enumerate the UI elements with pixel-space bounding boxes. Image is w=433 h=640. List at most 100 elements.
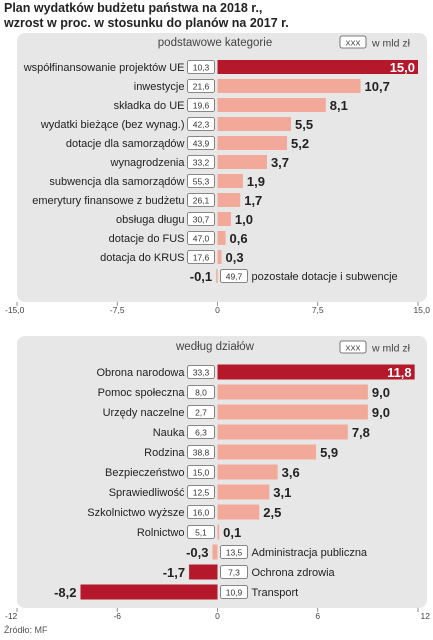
category-label: Nauka <box>153 427 186 439</box>
bar <box>217 155 267 169</box>
amount-box <box>187 136 215 150</box>
bar <box>217 193 241 207</box>
amount-label: 12,5 <box>193 488 210 498</box>
amount-box <box>187 98 215 112</box>
amount-box <box>187 425 215 439</box>
amount-box <box>187 365 215 379</box>
data-label: 8,1 <box>330 98 348 113</box>
category-label: Administracja publiczna <box>252 547 368 559</box>
bar <box>217 212 231 226</box>
category-label: obsługa długu <box>116 214 185 226</box>
bar <box>217 404 368 420</box>
data-label: 1,9 <box>247 174 265 189</box>
bar <box>217 174 243 188</box>
legend-key-box <box>339 35 367 49</box>
bar <box>216 269 218 283</box>
axis-tick-label: -12 <box>5 611 18 621</box>
data-label: -1,7 <box>163 565 185 580</box>
category-label: Rodzina <box>144 447 185 459</box>
amount-box <box>187 385 215 399</box>
data-label: 7,8 <box>352 425 370 440</box>
amount-box <box>220 545 248 559</box>
amount-label: 55,3 <box>193 177 210 187</box>
data-label: -0,1 <box>190 269 212 284</box>
amount-label: 16,0 <box>193 508 210 518</box>
bar <box>217 60 418 74</box>
amount-box <box>187 79 215 93</box>
amount-box <box>187 155 215 169</box>
amount-label: 15,0 <box>193 468 210 478</box>
legend-key-text: XXX <box>345 39 360 48</box>
category-label: wynagrodzenia <box>110 157 186 169</box>
amount-label: 42,3 <box>193 120 210 130</box>
data-label: 11,8 <box>387 365 412 380</box>
amount-box <box>187 405 215 419</box>
data-label: 15,0 <box>390 60 415 75</box>
data-label: 5,5 <box>295 117 313 132</box>
data-label: 5,9 <box>320 445 338 460</box>
category-label: Transport <box>252 587 299 599</box>
axis-tick-label: -15,0 <box>5 305 25 315</box>
category-label: Ochrona zdrowia <box>252 567 336 579</box>
axis-tick-label: 15,0 <box>413 305 430 315</box>
amount-label: 5,1 <box>195 528 207 538</box>
category-label: dotacja do KRUS <box>100 252 184 264</box>
amount-box <box>187 117 215 131</box>
axis-tick-label: -7,5 <box>110 305 125 315</box>
axis-tick-label: 0 <box>215 611 220 621</box>
amount-box <box>220 565 248 579</box>
bar <box>217 484 270 500</box>
category-label: współfinansowanie projektów UE <box>23 62 185 74</box>
data-label: 3,6 <box>282 465 300 480</box>
amount-label: 21,6 <box>193 82 210 92</box>
amount-box <box>187 231 215 245</box>
amount-box <box>220 585 248 599</box>
category-label: inwestycje <box>134 81 185 93</box>
category-label: dotacje dla samorządów <box>66 138 185 150</box>
data-label: 0,3 <box>226 250 244 265</box>
bar <box>217 504 260 520</box>
amount-box <box>187 485 215 499</box>
amount-label: 2,7 <box>195 408 207 418</box>
bar <box>217 250 222 264</box>
bar <box>217 424 348 440</box>
axis-tick-label: 0 <box>215 305 220 315</box>
category-label: Sprawiedliwość <box>109 487 185 499</box>
data-label: 9,0 <box>372 405 390 420</box>
category-label: Bezpieczeństwo <box>105 467 185 479</box>
data-label: 3,7 <box>271 155 289 170</box>
category-label: Urzędy naczelne <box>103 407 185 419</box>
amount-label: 17,6 <box>193 253 210 263</box>
data-label: 1,7 <box>244 193 262 208</box>
data-label: 9,0 <box>372 385 390 400</box>
amount-box <box>187 505 215 519</box>
bar <box>217 524 220 540</box>
bar <box>217 117 292 131</box>
amount-label: 33,3 <box>193 368 210 378</box>
category-label: składka do UE <box>114 100 185 112</box>
bar <box>217 231 226 245</box>
amount-label: 6,3 <box>195 428 207 438</box>
bar <box>217 98 326 112</box>
data-label: -0,3 <box>186 545 208 560</box>
axis-tick-label: 7,5 <box>312 305 324 315</box>
axis-tick-label: 6 <box>315 611 320 621</box>
amount-label: 8,0 <box>195 388 207 398</box>
amount-box <box>187 193 215 207</box>
amount-label: 49,7 <box>226 272 243 282</box>
data-label: 2,5 <box>263 505 281 520</box>
bar <box>217 364 415 380</box>
data-label: 10,7 <box>365 79 390 94</box>
bar <box>217 464 278 480</box>
category-label: subwencja dla samorządów <box>49 176 184 188</box>
amount-label: 13,5 <box>226 548 243 558</box>
amount-box <box>187 525 215 539</box>
category-label: wydatki bieżące (bez wynag.) <box>40 119 185 131</box>
chart-title: Plan wydatków budżetu państwa na 2018 r.… <box>4 1 429 31</box>
bar <box>212 544 218 560</box>
category-label: Szkolnictwo wyższe <box>87 507 184 519</box>
bar <box>80 584 218 600</box>
bar <box>217 79 361 93</box>
data-label: -8,2 <box>54 585 76 600</box>
